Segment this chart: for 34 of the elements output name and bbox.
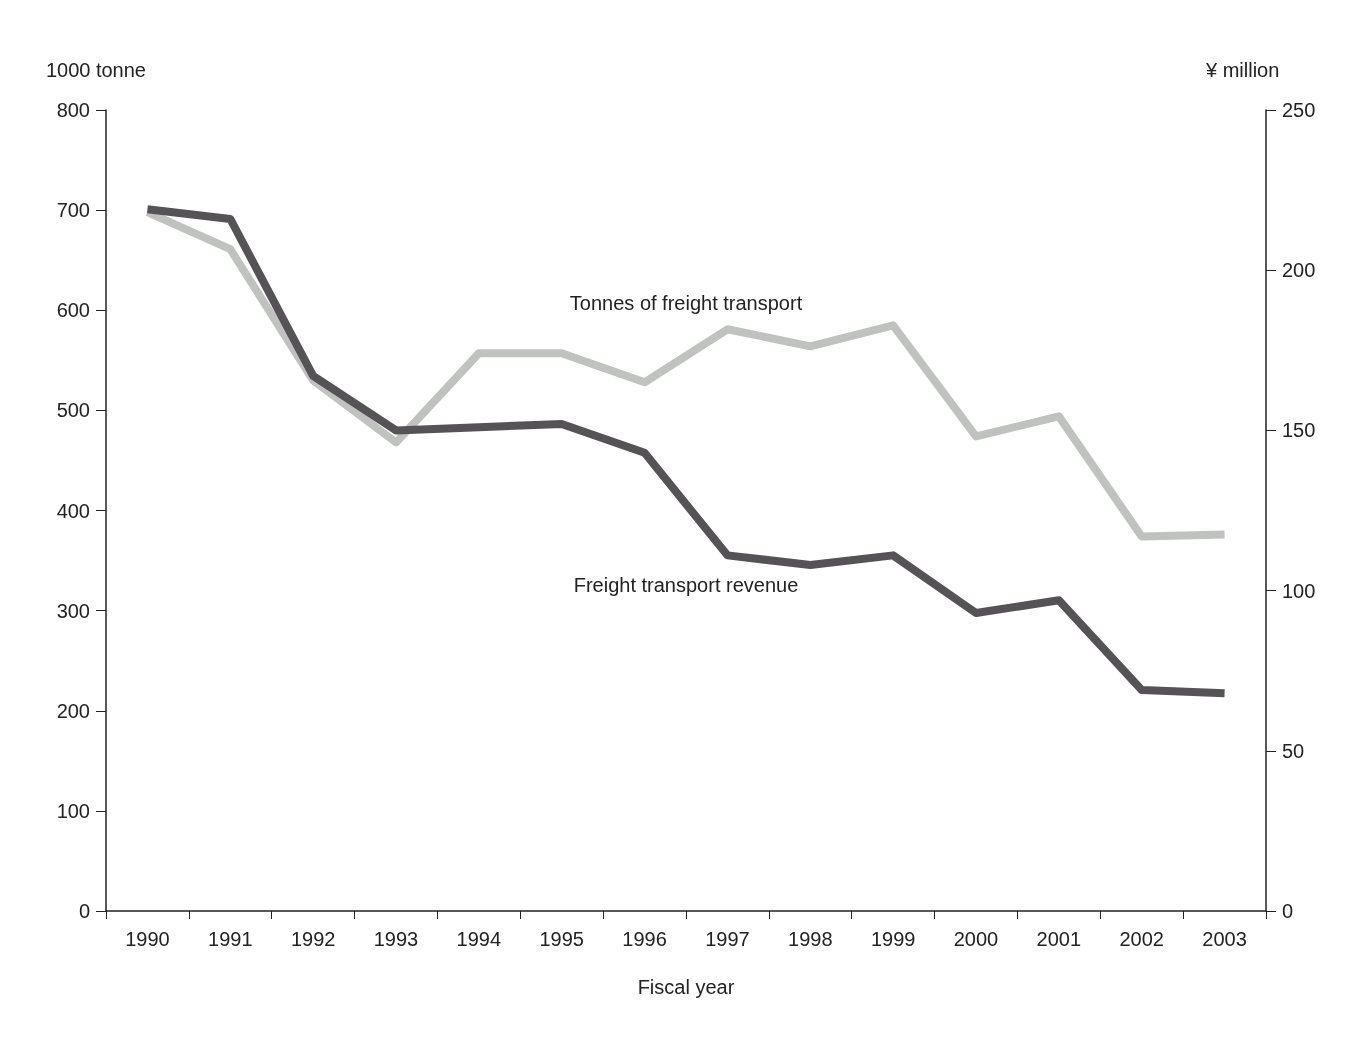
series-label: Freight transport revenue [573, 574, 799, 597]
y-axis-title: 1000 tonne [45, 59, 146, 81]
y-tick-label: 400 [56, 499, 90, 522]
x-tick-label: 1995 [539, 928, 584, 950]
x-tick-label: 1993 [373, 928, 419, 950]
x-tick-label: 2001 [1036, 928, 1082, 950]
y-tick-label: 0 [78, 900, 90, 922]
series-label: Tonnes of freight transport [569, 292, 803, 315]
y2-tick-label: 250 [1282, 99, 1316, 121]
x-tick-label: 1991 [208, 928, 253, 950]
y-tick-label: 500 [56, 399, 90, 422]
x-tick-label: 1992 [290, 928, 336, 950]
y-tick-label: 100 [56, 799, 90, 822]
y2-tick-label: 50 [1282, 739, 1305, 762]
y-tick-label: 600 [56, 299, 90, 322]
x-tick-label: 1997 [705, 928, 750, 950]
y2-tick-label: 200 [1282, 259, 1316, 282]
x-tick-label: 2003 [1202, 928, 1247, 950]
y-tick-label: 200 [56, 699, 90, 722]
y-tick-label: 300 [56, 599, 90, 622]
y-tick-label: 700 [56, 199, 90, 222]
x-tick-label: 2000 [953, 928, 999, 950]
y2-tick-label: 100 [1282, 579, 1316, 602]
x-tick-label: 1998 [788, 928, 833, 950]
y2-tick-label: 150 [1282, 419, 1316, 442]
x-tick-label: 1996 [622, 928, 667, 950]
x-tick-label: 1990 [125, 928, 170, 950]
y2-axis-title: ¥ million [1205, 59, 1280, 81]
x-tick-label: 1994 [456, 928, 502, 950]
y-tick-label: 800 [56, 99, 90, 121]
x-tick-label: 2002 [1119, 928, 1164, 950]
x-axis-title: Fiscal year [637, 976, 735, 998]
x-tick-label: 1999 [870, 928, 916, 950]
y2-tick-label: 0 [1282, 900, 1294, 922]
